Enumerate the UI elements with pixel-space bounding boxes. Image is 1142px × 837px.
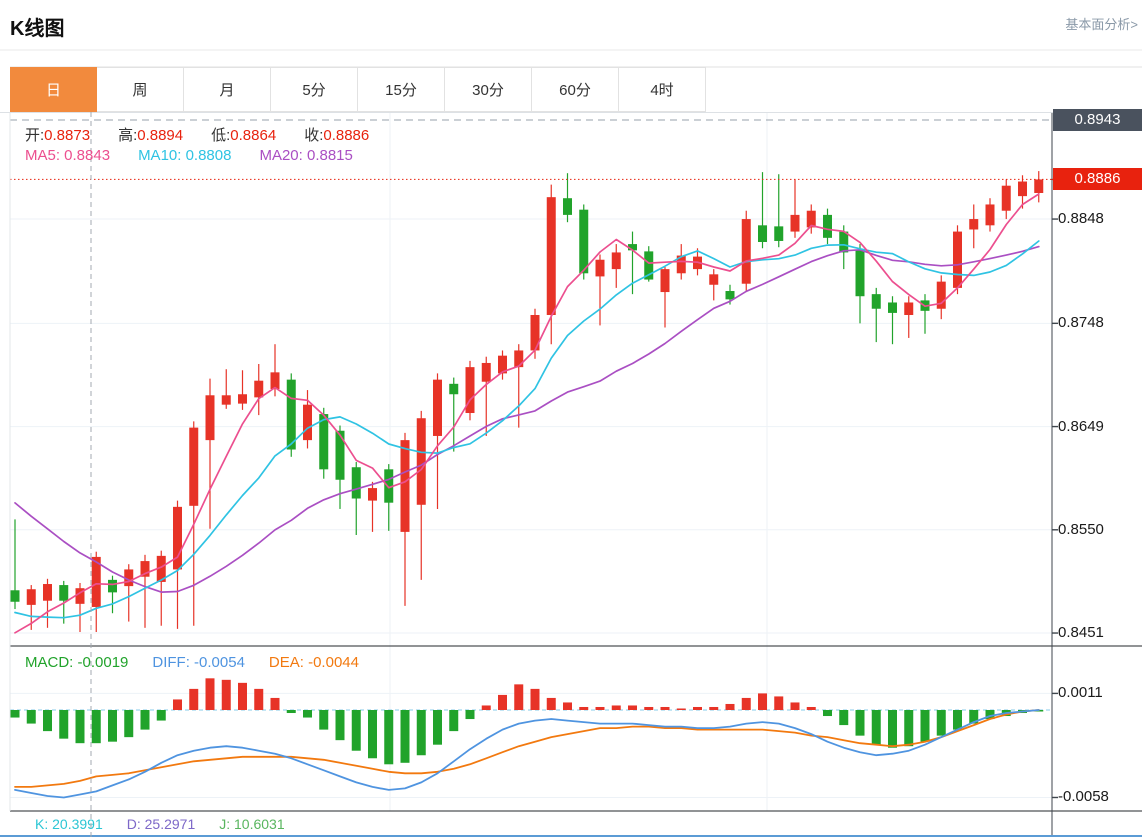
diff-readout: DIFF: -0.0054 bbox=[152, 654, 245, 671]
high-readout: 高:0.8894 bbox=[118, 127, 184, 144]
macd-tick-label: -0.0058 bbox=[1058, 788, 1109, 806]
ma-legend: MA5: 0.8843 MA10: 0.8808 MA20: 0.8815 bbox=[25, 147, 353, 164]
open-readout: 开:0.8873 bbox=[25, 127, 91, 144]
timeframe-tabbar: 日 周 月 5分 15分 30分 60分 4时 bbox=[10, 67, 706, 112]
ohlc-legend: 开:0.8873 高:0.8894 低:0.8864 收:0.8886 bbox=[25, 124, 369, 145]
ma5-readout: MA5: 0.8843 bbox=[25, 147, 111, 164]
price-tick-label: 0.8848 bbox=[1058, 210, 1104, 228]
kdj-legend: K: 20.3991 D: 25.2971 J: 10.6031 bbox=[35, 816, 285, 832]
low-readout: 低:0.8864 bbox=[211, 127, 277, 144]
kdj-j-readout: J: 10.6031 bbox=[219, 816, 285, 832]
fundamental-analysis-link[interactable]: 基本面分析> bbox=[1065, 17, 1138, 32]
kdj-k-readout: K: 20.3991 bbox=[35, 816, 103, 832]
close-readout: 收:0.8886 bbox=[304, 127, 370, 144]
tab-month[interactable]: 月 bbox=[184, 67, 271, 112]
ma10-readout: MA10: 0.8808 bbox=[138, 147, 232, 164]
current-price-badge: 0.8886 bbox=[1053, 168, 1142, 191]
tab-60min[interactable]: 60分 bbox=[532, 67, 619, 112]
tab-30min[interactable]: 30分 bbox=[445, 67, 532, 112]
kdj-d-readout: D: 25.2971 bbox=[126, 816, 196, 832]
tab-15min[interactable]: 15分 bbox=[358, 67, 445, 112]
tab-week[interactable]: 周 bbox=[97, 67, 184, 112]
axis-max-badge: 0.8943 bbox=[1053, 109, 1142, 131]
macd-readout: MACD: -0.0019 bbox=[25, 654, 129, 671]
macd-tick-label: 0.0011 bbox=[1058, 684, 1103, 702]
tab-4hour[interactable]: 4时 bbox=[619, 67, 706, 112]
price-tick-label: 0.8451 bbox=[1058, 624, 1104, 642]
page-title: K线图 bbox=[10, 18, 65, 40]
tab-day[interactable]: 日 bbox=[10, 67, 97, 112]
ma20-readout: MA20: 0.8815 bbox=[259, 147, 353, 164]
macd-legend: MACD: -0.0019 DIFF: -0.0054 DEA: -0.0044 bbox=[25, 654, 359, 671]
price-tick-label: 0.8550 bbox=[1058, 520, 1104, 538]
price-tick-label: 0.8649 bbox=[1058, 417, 1104, 435]
tab-5min[interactable]: 5分 bbox=[271, 67, 358, 112]
price-tick-label: 0.8748 bbox=[1058, 314, 1104, 332]
dea-readout: DEA: -0.0044 bbox=[268, 654, 359, 671]
